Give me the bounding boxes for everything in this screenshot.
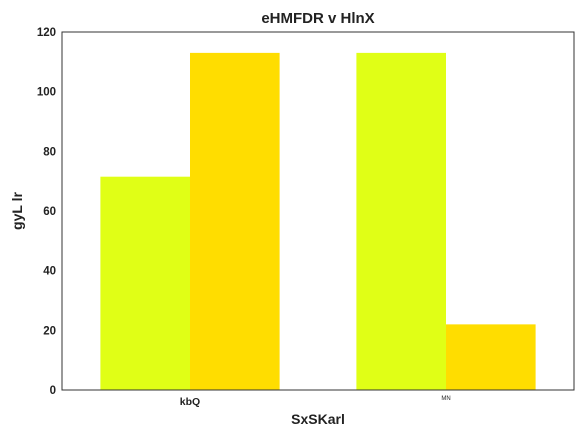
x-axis-ticks: kbQ MN (180, 396, 451, 408)
x-axis-label: SxSKarl (291, 411, 345, 427)
y-tick-label: 20 (43, 325, 56, 337)
bar-kbq-series-1 (100, 176, 190, 390)
bars-group (100, 52, 536, 390)
y-tick-label: 100 (37, 87, 56, 99)
y-axis-label: gyL lr (9, 192, 25, 230)
y-tick-label: 80 (43, 146, 56, 158)
chart-title: eHMFDR v HlnX (261, 10, 374, 27)
bar-kbq-series-2 (190, 52, 280, 390)
bar-mn-series-1 (356, 52, 446, 390)
y-axis-ticks: 0 20 40 60 80 100 120 (37, 27, 56, 397)
y-tick-label: 0 (50, 385, 56, 397)
x-tick-label-kbq: kbQ (180, 396, 200, 408)
bar-mn-series-2 (446, 324, 536, 390)
y-tick-label: 60 (43, 206, 56, 218)
x-tick-label-mn: MN (441, 396, 450, 402)
y-tick-label: 40 (43, 266, 56, 278)
y-tick-label: 120 (37, 27, 56, 39)
plot-frame (61, 31, 575, 391)
